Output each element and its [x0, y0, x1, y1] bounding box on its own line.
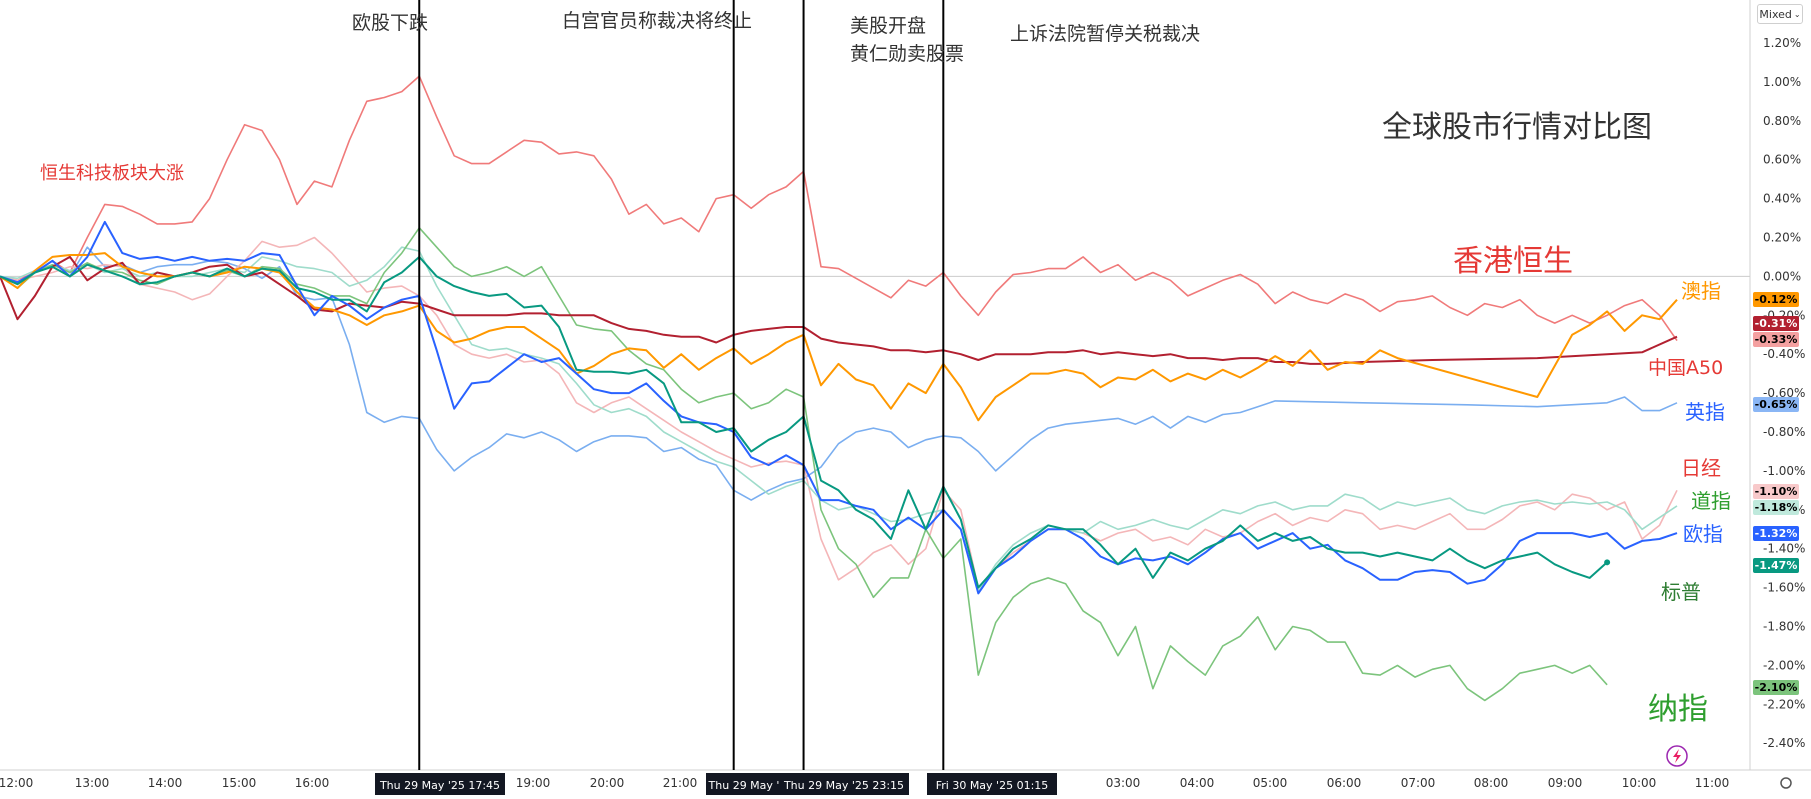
y-tick-label: -0.60%: [1763, 386, 1805, 400]
event-time-box: [779, 773, 909, 795]
y-tick-label: -1.00%: [1763, 464, 1805, 478]
annotation-white-house: 白宫官员称裁决将终止: [562, 10, 752, 32]
y-tick-label: -1.60%: [1763, 581, 1805, 595]
series-label-hsi: 香港恒生: [1453, 244, 1573, 279]
x-tick-label: 04:00: [1180, 776, 1215, 790]
series-line-dow: [0, 246, 1678, 593]
event-time-label: Fri 30 May '25 01:15: [936, 779, 1049, 792]
badge-bg-a50: [1753, 316, 1799, 331]
annotation-jensen-sell: 黄仁勋卖股票: [850, 43, 964, 65]
y-tick-label: 0.20%: [1763, 231, 1801, 245]
annotation-appeals-court: 上诉法院暂停关税裁决: [1010, 23, 1200, 45]
y-tick-label: -2.20%: [1763, 697, 1805, 711]
time-axis: 12:00 13:00 14:00 15:00 16:00 19:00 20:00 21:00…: [0, 773, 1729, 795]
x-tick-label: 03:00: [1106, 776, 1141, 790]
y-tick-label: 1.00%: [1763, 75, 1801, 89]
x-tick-label: 12:00: [0, 776, 33, 790]
annotation-us-open: 美股开盘: [850, 15, 926, 37]
y-tick-label: 0.80%: [1763, 114, 1801, 128]
spx-end-dot: [1604, 559, 1611, 566]
series-layer: [0, 75, 1678, 702]
x-tick-label: 06:00: [1327, 776, 1362, 790]
series-line-a50: [0, 255, 1678, 365]
x-tick-label: 08:00: [1474, 776, 1509, 790]
badge-value-a50: -0.31%: [1755, 317, 1798, 330]
last-value-badges: -0.33% -0.31% -0.12% -0.65% -1.10% -1.18% -1.3…: [1753, 292, 1799, 695]
series-label-nikkei: 日经: [1681, 456, 1721, 480]
annotation-eu-fall: 欧股下跌: [352, 12, 428, 34]
annotations-layer: 恒生科技板块大涨 欧股下跌 白宫官员称裁决将终止 美股开盘 黄仁勋卖股票 上诉法…: [40, 10, 1652, 184]
badge-value-dow: -1.18%: [1755, 501, 1798, 514]
annotation-hsi-tech: 恒生科技板块大涨: [40, 163, 184, 184]
series-label-a50: 中国A50: [1648, 357, 1723, 379]
event-time-box: [375, 773, 505, 795]
x-tick-label: 13:00: [75, 776, 110, 790]
series-label-dow: 道指: [1691, 489, 1731, 513]
x-tick-label: 19:00: [516, 776, 551, 790]
chevron-down-icon: ⌄: [1793, 9, 1801, 19]
badge-bg-ndx: [1753, 680, 1799, 695]
badge-value-aus: -0.12%: [1755, 293, 1798, 306]
x-tick-label: 20:00: [590, 776, 625, 790]
event-time-label: Thu 29 May '25 17:45: [379, 779, 500, 792]
badge-bg-dow: [1753, 500, 1799, 515]
event-time-box: [927, 773, 1057, 795]
y-tick-label: -2.40%: [1763, 736, 1805, 750]
badge-bg-stoxx: [1753, 526, 1799, 541]
y-tick-label: -1.40%: [1763, 542, 1805, 556]
event-time-box: [706, 773, 782, 795]
y-tick-label: 0.00%: [1763, 269, 1801, 283]
badge-bg-nikkei: [1753, 484, 1799, 499]
badge-value-hsi: -0.33%: [1755, 333, 1798, 346]
series-label-ftse: 英指: [1685, 400, 1725, 424]
badge-value-ftse: -0.65%: [1755, 398, 1798, 411]
badge-bg-spx: [1753, 558, 1799, 573]
y-tick-label: 0.40%: [1763, 192, 1801, 206]
series-label-aus: 澳指: [1681, 279, 1721, 303]
x-tick-label: 16:00: [295, 776, 330, 790]
x-tick-label: 14:00: [148, 776, 183, 790]
series-line-hsi: [0, 75, 1678, 342]
series-label-spx: 标普: [1661, 580, 1701, 604]
x-tick-label: 07:00: [1401, 776, 1436, 790]
series-line-ftse: [0, 246, 1678, 501]
badge-value-spx: -1.47%: [1755, 559, 1798, 572]
badge-value-ndx: -2.10%: [1755, 681, 1798, 694]
scale-mode-label: Mixed: [1759, 7, 1792, 21]
y-tick-label: -1.80%: [1763, 620, 1805, 634]
scale-mode-button[interactable]: Mixed ⌄: [1757, 4, 1803, 24]
x-tick-label: 05:00: [1253, 776, 1288, 790]
badge-bg-aus: [1753, 292, 1799, 307]
axes-layer: 1.20%1.00%0.80%0.60%0.40%0.20%0.00%-0.20…: [0, 0, 1811, 771]
event-time-label: Thu 29 May '25 23:15: [783, 779, 904, 792]
icons-layer: [1666, 745, 1792, 789]
badge-bg-ftse: [1753, 397, 1799, 412]
badge-value-stoxx: -1.32%: [1755, 527, 1798, 540]
badge-value-nikkei: -1.10%: [1755, 485, 1798, 498]
lightning-bolt-shape: [1673, 749, 1681, 763]
series-line-aus: [0, 252, 1678, 422]
series-label-stoxx: 欧指: [1683, 522, 1723, 546]
event-time-label: Thu 29 May ': [708, 779, 780, 792]
y-tick-label: -0.40%: [1763, 347, 1805, 361]
series-line-nikkei: [0, 236, 1678, 589]
x-tick-label: 11:00: [1695, 776, 1730, 790]
y-tick-label: 1.20%: [1763, 36, 1801, 50]
x-tick-label: 10:00: [1622, 776, 1657, 790]
x-tick-label: 09:00: [1548, 776, 1583, 790]
x-tick-label: 21:00: [663, 776, 698, 790]
x-tick-label: 15:00: [222, 776, 257, 790]
settings-gear-icon[interactable]: [1780, 777, 1792, 789]
series-label-ndx: 纳指: [1648, 692, 1708, 727]
chart-title: 全球股市行情对比图: [1382, 110, 1652, 145]
y-tick-label: -2.00%: [1763, 658, 1805, 672]
event-lines-layer: [418, 0, 945, 770]
y-tick-label: 0.60%: [1763, 153, 1801, 167]
badge-bg-hsi: [1753, 332, 1799, 347]
y-tick-label: -0.80%: [1763, 425, 1805, 439]
series-line-stoxx: [0, 220, 1678, 595]
